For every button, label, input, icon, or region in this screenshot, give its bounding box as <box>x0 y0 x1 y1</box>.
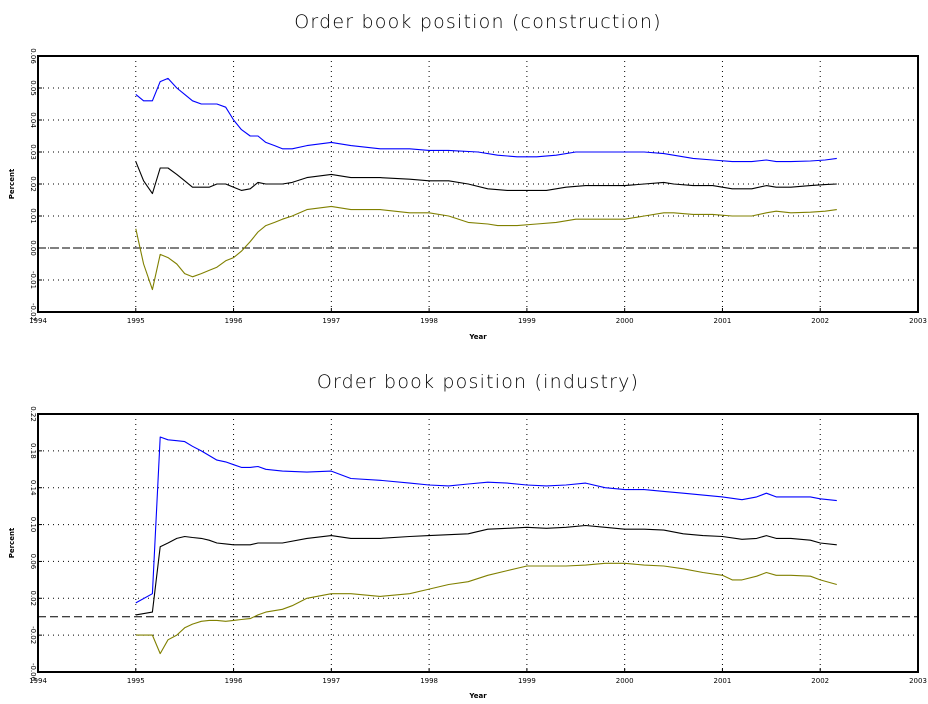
y-tick-label: 0.05 <box>29 80 37 96</box>
x-axis-label: Year <box>468 333 487 341</box>
x-tick-label: 1995 <box>127 317 145 325</box>
x-tick-label: 2001 <box>714 317 732 325</box>
x-tick-label: 1997 <box>322 317 340 325</box>
x-tick-label: 2003 <box>909 317 927 325</box>
y-tick-label: 0.02 <box>29 176 37 192</box>
x-tick-label: 2001 <box>714 677 732 685</box>
series-line-0 <box>135 77 837 163</box>
y-axis-label: Percent <box>8 527 16 558</box>
plot-construction: 1994 1995 1996 1997 1998 1999 2000 2001 2002 2003… <box>8 48 927 341</box>
y-tick-label: 0.03 <box>29 144 37 160</box>
series-line-1 <box>135 524 837 616</box>
x-tick-label: 1998 <box>420 677 438 685</box>
chart-title-construction: Order book position (construction) <box>294 11 661 33</box>
y-axis-label: Percent <box>8 168 16 199</box>
plot-frame <box>37 413 919 673</box>
series-line-0 <box>135 436 837 604</box>
x-axis-label: Year <box>468 692 487 700</box>
x-tick-label: 1995 <box>127 677 145 685</box>
x-tick-label: 1999 <box>518 317 536 325</box>
x-tick-label: 2003 <box>909 677 927 685</box>
y-tick-label: -0.01 <box>29 271 37 289</box>
x-tick-label: 2002 <box>811 317 829 325</box>
x-tick-label: 1997 <box>322 677 340 685</box>
x-tick-label: 1996 <box>225 317 243 325</box>
y-tick-label: 0.14 <box>29 480 37 496</box>
x-tick-label: 1994 <box>29 317 47 325</box>
y-tick-label: 0.04 <box>29 112 37 128</box>
x-tick-label: 1994 <box>29 677 47 685</box>
y-tick-label: -0.06 <box>29 663 37 682</box>
x-tick-label: 1999 <box>518 677 536 685</box>
x-tick-label: 2000 <box>616 677 634 685</box>
y-tick-label: -0.02 <box>29 626 37 644</box>
y-tick-label: 0.06 <box>29 554 37 570</box>
y-tick-label: 0.18 <box>29 443 37 459</box>
x-tick-label: 1996 <box>225 677 243 685</box>
plot-industry: 1994 1995 1996 1997 1998 1999 2000 2001 2002 2003… <box>8 406 927 700</box>
x-tick-label: 1998 <box>420 317 438 325</box>
series-line-2 <box>135 205 837 291</box>
y-tick-label: 0.06 <box>29 48 37 64</box>
y-tick-label: 0.00 <box>29 240 37 256</box>
chart-title-industry: Order book position (industry) <box>317 371 639 393</box>
y-tick-label: 0.10 <box>29 517 37 533</box>
y-tick-label: -0.02 <box>29 303 37 321</box>
x-tick-label: 2002 <box>811 677 829 685</box>
x-tick-label: 2000 <box>616 317 634 325</box>
y-tick-label: 0.02 <box>29 590 37 606</box>
y-tick-label: 0.01 <box>29 208 37 224</box>
y-tick-label: 0.22 <box>29 406 37 422</box>
series-line-2 <box>135 562 837 655</box>
series-line-1 <box>135 161 837 195</box>
